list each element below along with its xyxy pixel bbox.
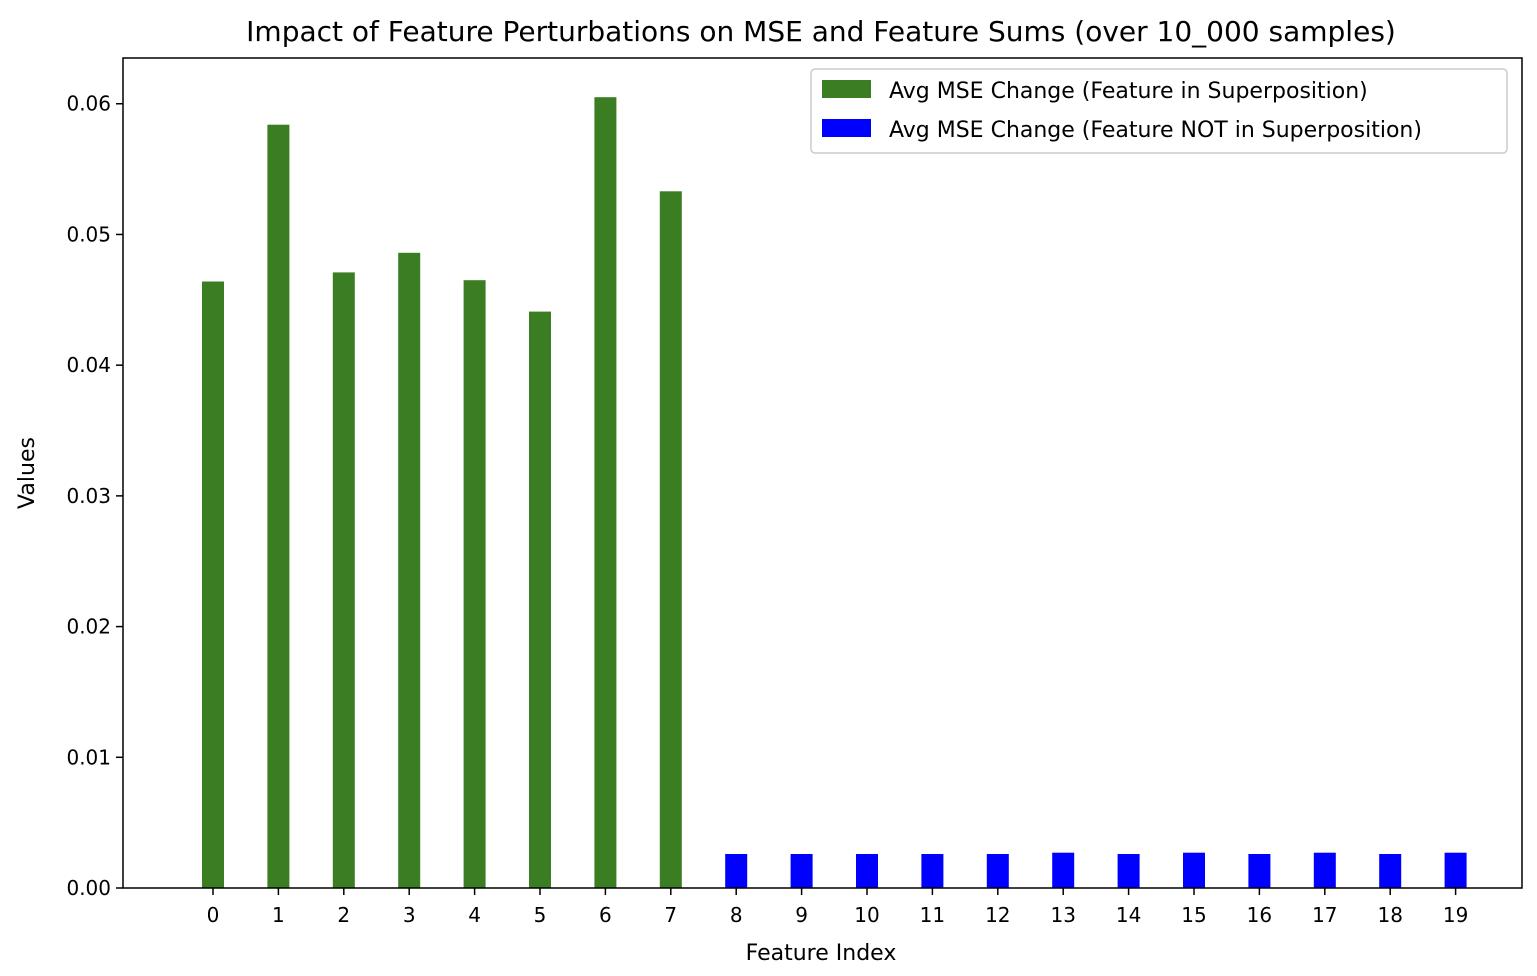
y-tick-label: 0.04 [66,353,111,377]
y-axis: 0.00 0.01 0.02 0.03 0.04 0.05 0.06 [66,92,123,900]
x-tick-label: 9 [795,903,808,927]
bar-superposition-3 [398,252,421,889]
x-tick-label: 14 [1116,903,1141,927]
bar-not-superposition-19 [1444,852,1467,888]
y-tick-label: 0.06 [66,92,111,116]
x-tick-label: 15 [1181,903,1206,927]
bar-not-superposition-9 [790,854,813,888]
bar-not-superposition-10 [856,854,878,888]
x-tick-label: 19 [1443,903,1468,927]
x-axis: 0 1 2 3 4 5 6 7 8 9 10 11 12 13 14 15 16 17 18 19 [207,888,1468,927]
x-tick-label: 11 [920,903,945,927]
y-tick-label: 0.00 [66,876,111,900]
plot-area-frame [122,57,1523,889]
legend-box [810,68,1508,154]
legend-swatch-superposition [822,80,871,98]
x-tick-label: 17 [1312,903,1337,927]
x-tick-label: 4 [468,903,481,927]
y-tick-label: 0.01 [66,745,111,769]
bar-superposition-4 [463,280,486,888]
y-axis-label: Values [15,437,40,509]
bar-not-superposition-16 [1248,854,1271,888]
chart-title: Impact of Feature Perturbations on MSE a… [246,15,1396,48]
x-tick-label: 7 [664,903,677,927]
x-tick-label: 8 [730,903,743,927]
bar-not-superposition-18 [1379,854,1402,888]
x-tick-label: 12 [985,903,1010,927]
bar-superposition-0 [202,281,224,888]
legend-label-not-superposition: Avg MSE Change (Feature NOT in Superposi… [889,118,1422,143]
y-tick-label: 0.05 [66,222,111,246]
bar-not-superposition-8 [725,854,748,888]
y-tick-label: 0.02 [66,615,111,639]
x-tick-label: 1 [272,903,285,927]
bar-superposition-6 [594,97,617,888]
x-tick-label: 0 [207,903,220,927]
bar-not-superposition-14 [1117,854,1140,888]
x-tick-label: 16 [1247,903,1272,927]
x-tick-label: 18 [1377,903,1402,927]
bars-group [202,97,1467,889]
x-tick-label: 6 [599,903,612,927]
legend: Avg MSE Change (Feature in Superposition… [810,68,1508,154]
bar-not-superposition-15 [1183,852,1205,888]
bar-not-superposition-17 [1313,852,1336,888]
legend-label-superposition: Avg MSE Change (Feature in Superposition… [889,79,1368,104]
x-tick-label: 10 [854,903,879,927]
y-tick-label: 0.03 [66,484,111,508]
bar-superposition-2 [332,272,355,888]
x-tick-label: 2 [337,903,350,927]
bar-superposition-7 [659,191,682,889]
bar-superposition-5 [529,311,551,889]
bar-not-superposition-12 [986,854,1009,888]
x-axis-label: Feature Index [746,941,897,966]
bar-not-superposition-13 [1052,852,1075,888]
legend-swatch-not-superposition [822,119,871,137]
x-tick-label: 5 [534,903,547,927]
x-tick-label: 3 [403,903,416,927]
x-tick-label: 13 [1050,903,1075,927]
bar-superposition-1 [267,124,290,888]
bar-not-superposition-11 [921,854,944,888]
